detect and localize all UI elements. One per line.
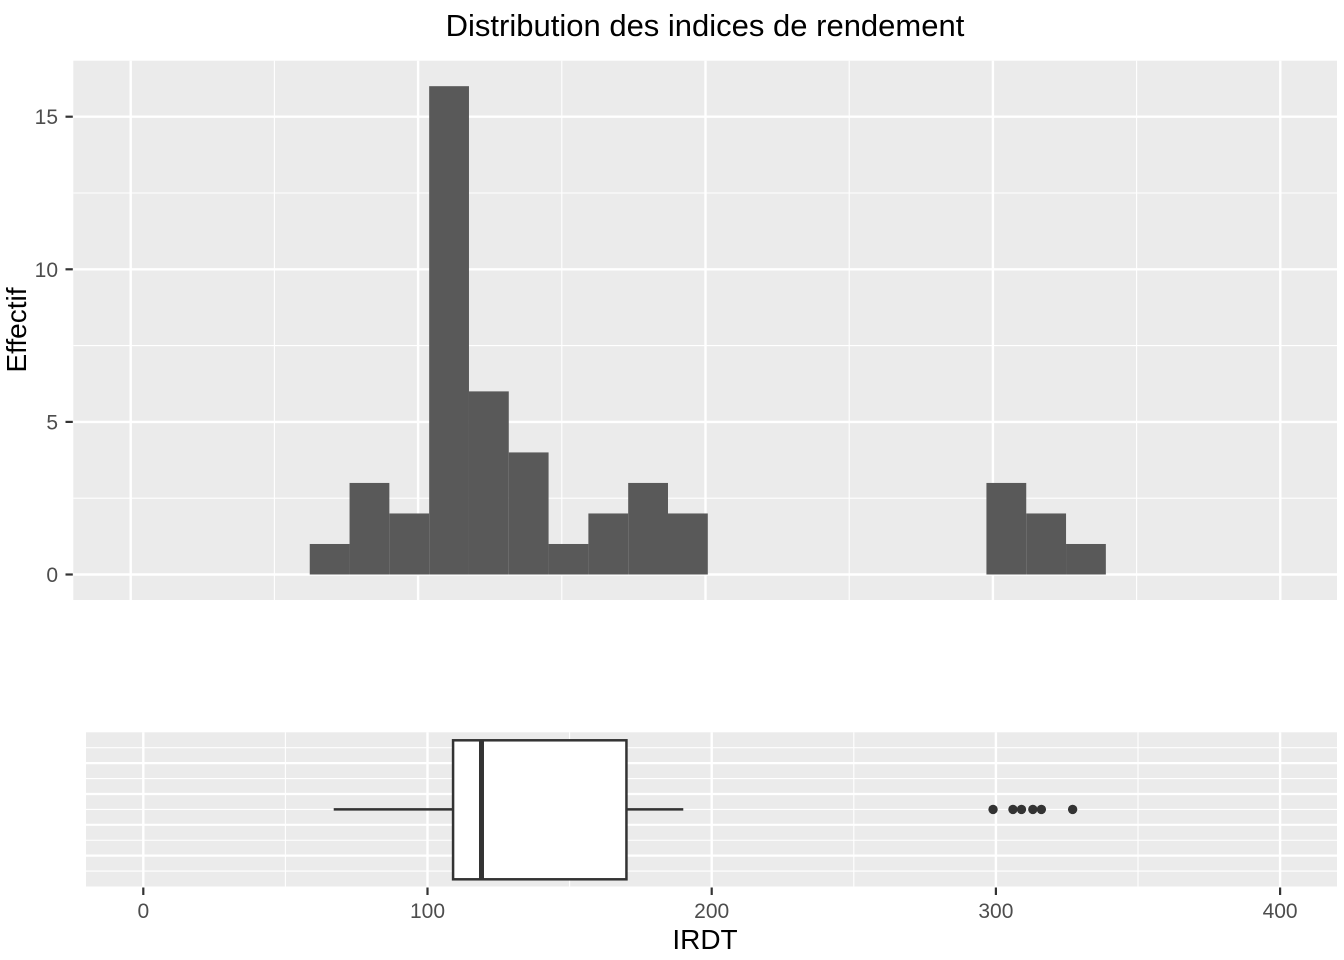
histogram-bar xyxy=(667,513,708,575)
y-axis-tick-label: 10 xyxy=(35,259,58,282)
histogram-bar xyxy=(468,391,509,575)
x-axis-tick-label: 0 xyxy=(137,900,149,923)
histogram-bar xyxy=(508,452,549,575)
chart-title: Distribution des indices de rendement xyxy=(445,8,965,43)
boxplot-outlier-point xyxy=(988,804,998,815)
y-axis-tick-label: 5 xyxy=(46,411,58,434)
x-axis-tick-label: 300 xyxy=(978,900,1013,923)
boxplot-outlier-point xyxy=(1067,804,1078,815)
histogram-bar xyxy=(628,482,668,575)
x-axis-tick-label: 100 xyxy=(410,900,445,923)
histogram-bar xyxy=(349,482,390,575)
boxplot-outlier-point xyxy=(1016,804,1027,815)
x-axis-tick-label: 200 xyxy=(694,900,729,923)
histogram-bar xyxy=(389,513,430,575)
y-axis-tick-label: 15 xyxy=(35,106,58,129)
y-axis-tick-label: 0 xyxy=(46,564,58,587)
x-axis-tick-label: 400 xyxy=(1263,900,1298,923)
histogram-bar xyxy=(1026,513,1067,575)
histogram-bar xyxy=(429,86,469,575)
boxplot-outlier-point xyxy=(1036,804,1047,815)
histogram-bar xyxy=(309,543,350,575)
boxplot-outlier-point xyxy=(1008,804,1018,815)
x-axis-title: IRDT xyxy=(672,924,738,955)
y-axis-title-text: Effectif xyxy=(1,287,32,373)
histogram-bar xyxy=(986,482,1027,575)
histogram-bar xyxy=(588,513,629,575)
histogram-bar xyxy=(1066,543,1106,575)
boxplot-outlier-point xyxy=(1028,804,1038,815)
histogram-bar xyxy=(548,543,589,575)
